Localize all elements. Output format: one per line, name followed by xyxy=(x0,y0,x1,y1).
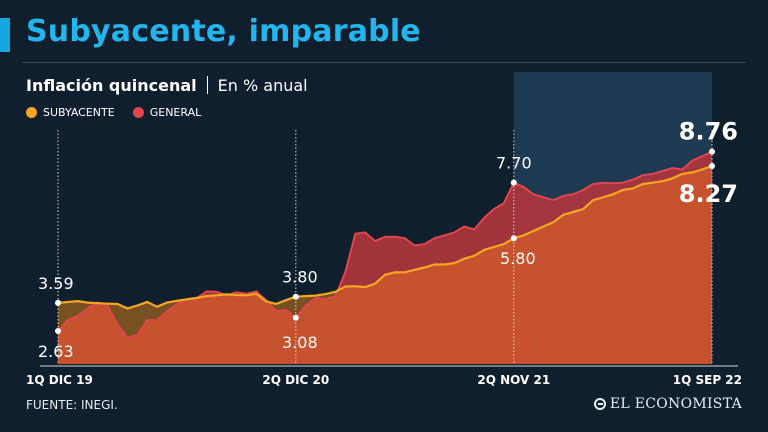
legend-item-general: GENERAL xyxy=(132,106,202,119)
chart-legend: SUBYACENTE GENERAL xyxy=(26,106,201,119)
general-line xyxy=(57,150,713,339)
annotation-label-6: 8.76 xyxy=(679,118,738,146)
annotation-label-0: 3.59 xyxy=(38,274,74,293)
legend-label-subyacente: SUBYACENTE xyxy=(43,106,115,119)
page-title: Subyacente, imparable xyxy=(26,14,421,49)
annotation-label-5: 5.80 xyxy=(500,249,536,268)
annotation-dot-0 xyxy=(55,299,61,306)
source-note: FUENTE: INEGI. xyxy=(26,398,118,412)
annotation-dot-5 xyxy=(510,235,517,242)
legend-item-subyacente: SUBYACENTE xyxy=(26,106,115,119)
header-divider xyxy=(22,62,746,63)
annotation-dot-4 xyxy=(510,179,517,186)
annotation-dot-3 xyxy=(292,314,299,321)
brand-icon xyxy=(593,398,606,410)
x-tick-label-3: 1Q SEP 22 xyxy=(673,373,742,387)
annotation-label-7: 8.27 xyxy=(679,180,738,208)
annotation-label-1: 2.63 xyxy=(38,342,74,361)
annotation-dot-1 xyxy=(55,327,61,334)
x-tick-label-2: 2Q NOV 21 xyxy=(477,373,550,387)
subtitle-separator xyxy=(206,76,208,94)
legend-swatch-general xyxy=(132,107,144,118)
legend-swatch-subyacente xyxy=(26,107,37,118)
title-accent-bar xyxy=(0,18,10,52)
chart-subtitle-main: Inflación quincenal xyxy=(26,76,197,95)
annotation-dot-6 xyxy=(709,148,715,155)
chart-subtitle: Inflación quincenal En % anual xyxy=(26,76,308,95)
brand-logo: EL ECONOMISTA xyxy=(593,396,742,412)
chart-subtitle-unit: En % anual xyxy=(217,76,308,95)
brand-name: EL ECONOMISTA xyxy=(609,396,742,412)
annotation-label-2: 3.80 xyxy=(282,268,318,287)
annotation-label-4: 7.70 xyxy=(496,154,532,173)
annotation-label-3: 3.08 xyxy=(282,333,318,352)
x-tick-label-0: 1Q DIC 19 xyxy=(26,373,93,387)
annotation-dot-2 xyxy=(292,293,299,300)
overlap-area xyxy=(58,166,712,364)
annotation-dot-7 xyxy=(709,162,715,169)
x-tick-label-1: 2Q DIC 20 xyxy=(262,373,329,387)
legend-label-general: GENERAL xyxy=(149,106,202,119)
subyacente-line xyxy=(57,164,713,310)
